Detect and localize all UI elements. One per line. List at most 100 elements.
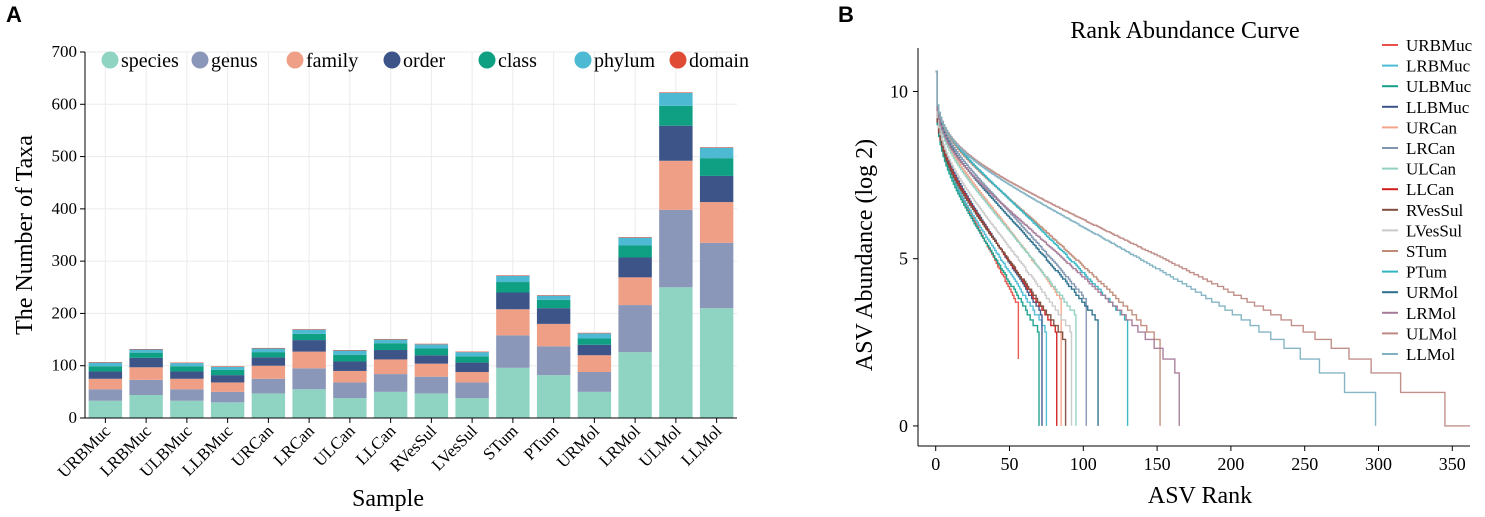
b-legend: URBMucLRBMucULBMucLLBMucURCanLRCanULCanL… — [1382, 36, 1473, 364]
legend-label-PTum: PTum — [1406, 263, 1447, 282]
curve-LRCan — [935, 70, 1087, 426]
legend-label-class: class — [498, 50, 537, 72]
bar-species-STum — [496, 367, 530, 418]
bar-family-LLBMuc — [210, 382, 245, 392]
b-y-ticks: 0 5 10 — [890, 81, 918, 436]
a-y-tick-label: 300 — [52, 251, 78, 270]
bar-genus-LRMol — [618, 305, 652, 353]
legend-marker-order — [383, 51, 401, 69]
bar-genus-STum — [496, 335, 530, 368]
bar-domain-URBMuc — [88, 362, 123, 363]
bar-phylum-ULCan — [333, 350, 367, 355]
legend-marker-genus — [191, 51, 209, 69]
a-x-axis-title: Sample — [352, 486, 424, 512]
bar-genus-ULCan — [333, 382, 367, 399]
legend-marker-class — [478, 51, 496, 69]
bar-phylum-URBMuc — [88, 362, 123, 367]
bar-species-URMol — [577, 391, 612, 418]
bar-family-LRMol — [618, 277, 652, 306]
legend-label-family: family — [306, 50, 358, 72]
rank-abundance-chart: Rank Abundance Curve 0 5 10 0 50 100 150 200 25… — [852, 18, 1473, 509]
bar-domain-RVesSul — [414, 343, 449, 345]
bar-class-LVesSul — [455, 356, 489, 363]
bar-phylum-LRBMuc — [129, 349, 163, 353]
bar-domain-LLMol — [699, 147, 734, 148]
bar-order-LLCan — [373, 350, 408, 360]
bar-family-STum — [496, 309, 530, 336]
bar-order-URMol — [577, 344, 612, 356]
legend-label-STum: STum — [1406, 242, 1447, 261]
legend-label-domain: domain — [689, 50, 749, 72]
b-x-tick-label: 0 — [931, 454, 940, 474]
bar-species-URBMuc — [88, 400, 123, 418]
bar-family-LRBMuc — [129, 367, 163, 380]
bar-domain-URMol — [577, 332, 612, 334]
bar-class-LRCan — [292, 333, 326, 341]
legend-label-URCan: URCan — [1406, 118, 1458, 137]
bar-genus-LRCan — [292, 368, 326, 390]
bar-species-LRMol — [618, 352, 652, 418]
bar-class-ULCan — [333, 354, 367, 362]
b-x-tick-label: 250 — [1291, 454, 1318, 474]
b-x-tick-label: 150 — [1144, 454, 1171, 474]
bar-phylum-ULBMuc — [170, 363, 204, 367]
b-x-tick-label: 300 — [1365, 454, 1392, 474]
bar-genus-RVesSul — [414, 376, 449, 394]
bar-class-RVesSul — [414, 348, 449, 356]
legend-label-phylum: phylum — [594, 50, 656, 72]
legend-label-LVesSul: LVesSul — [1406, 221, 1462, 240]
bar-phylum-PTum — [536, 295, 571, 300]
curve-LVesSul — [935, 70, 1073, 426]
bar-phylum-URCan — [251, 348, 286, 353]
legend-label-URBMuc: URBMuc — [1406, 36, 1473, 55]
bar-family-PTum — [536, 323, 571, 347]
bar-class-URBMuc — [88, 366, 123, 372]
panel-a-label: A — [6, 2, 22, 27]
bar-species-RVesSul — [414, 393, 449, 418]
legend-label-LRCan: LRCan — [1406, 139, 1456, 158]
bar-domain-LLCan — [373, 339, 408, 340]
bar-phylum-LRCan — [292, 329, 326, 334]
bar-species-LRCan — [292, 389, 326, 418]
bar-class-LRMol — [618, 245, 652, 258]
b-chart-title: Rank Abundance Curve — [1070, 18, 1299, 44]
bar-family-RVesSul — [414, 363, 449, 377]
legend-label-species: species — [121, 50, 179, 72]
bar-phylum-URMol — [577, 333, 612, 339]
b-y-tick-label: 5 — [899, 249, 908, 269]
bar-genus-URCan — [251, 378, 286, 394]
a-legend: species genus family order class phylum domain — [101, 50, 749, 72]
bar-order-PTum — [536, 308, 571, 324]
curve-STum — [935, 70, 1161, 426]
a-y-tick-label: 0 — [69, 408, 78, 427]
bar-order-RVesSul — [414, 355, 449, 364]
b-y-tick-label: 0 — [899, 416, 908, 436]
bar-order-LLMol — [699, 175, 734, 203]
bar-phylum-LVesSul — [455, 352, 489, 357]
bar-family-URBMuc — [88, 378, 123, 390]
bar-class-URMol — [577, 338, 612, 345]
b-x-tick-label: 350 — [1439, 454, 1466, 474]
bar-genus-URMol — [577, 371, 612, 392]
legend-marker-species — [101, 51, 119, 69]
bar-class-STum — [496, 282, 530, 293]
bar-domain-PTum — [536, 295, 571, 296]
a-y-tick-label: 500 — [52, 147, 78, 166]
a-x-tick-label: LLMol — [677, 421, 725, 469]
bar-order-ULCan — [333, 361, 367, 371]
curve-LLMol — [935, 70, 1377, 426]
a-y-tick-label: 200 — [52, 303, 78, 322]
b-x-ticks: 0 50 100 150 200 250 300 350 — [931, 446, 1466, 474]
bar-species-LLMol — [699, 308, 734, 418]
legend-label-ULCan: ULCan — [1406, 160, 1457, 179]
bar-family-URMol — [577, 355, 612, 372]
bar-class-ULMol — [659, 105, 693, 126]
legend-label-URMol: URMol — [1406, 283, 1458, 302]
curve-ULMol — [935, 70, 1470, 427]
bar-class-PTum — [536, 299, 571, 309]
bar-family-ULBMuc — [170, 378, 204, 390]
bar-phylum-LRMol — [618, 237, 652, 246]
bar-species-LLCan — [373, 391, 408, 418]
bar-genus-PTum — [536, 346, 571, 376]
